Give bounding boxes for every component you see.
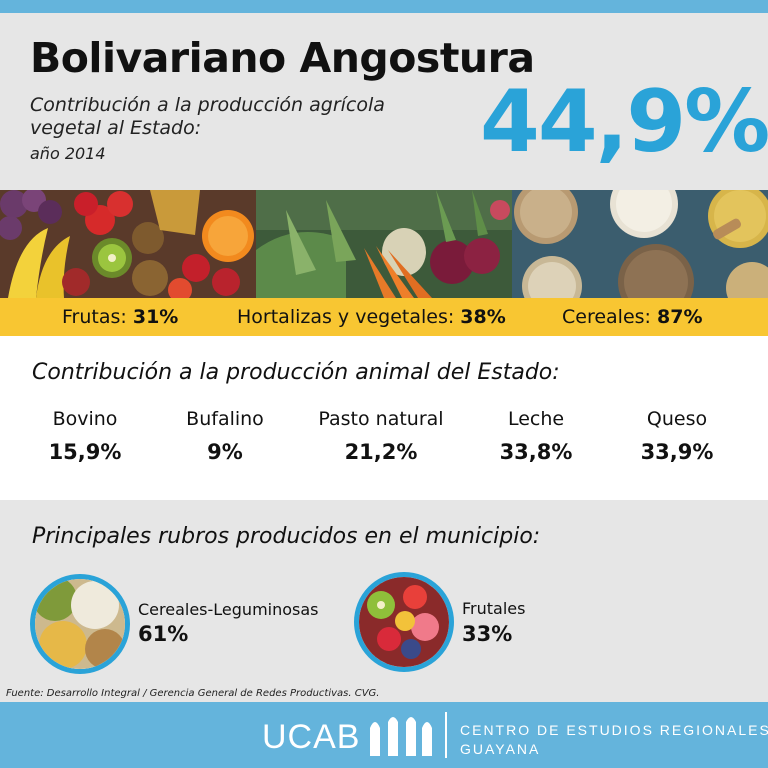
animal-stat-leche: Leche 33,8% <box>499 408 573 464</box>
ucab-logo-text: UCAB <box>262 718 361 756</box>
animal-panel <box>0 336 768 500</box>
fruits-photo <box>0 190 256 298</box>
frutas-stat: Frutas: 31% <box>62 306 179 328</box>
source-note: Fuente: Desarrollo Integral / Gerencia G… <box>6 688 380 699</box>
rubro-label-cereales: Cereales-Leguminosas <box>138 600 319 619</box>
frutales-photo <box>354 572 454 672</box>
vegetables-photo <box>256 190 512 298</box>
animal-stat-bovino: Bovino 15,9% <box>48 408 122 464</box>
year-label: año 2014 <box>30 144 106 163</box>
animal-stat-queso: Queso 33,9% <box>640 408 714 464</box>
cereales-leguminosas-photo <box>30 574 130 674</box>
animal-stat-bufalino: Bufalino 9% <box>186 408 264 464</box>
animal-heading: Contribución a la producción animal del … <box>32 360 560 385</box>
cereales-stat: Cereales: 87% <box>562 306 703 328</box>
top-bar <box>0 0 768 13</box>
total-percent: 44,9% <box>480 72 768 172</box>
cereals-photo <box>512 190 768 298</box>
center-name: CENTRO DE ESTUDIOS REGIONALES GUAYANA <box>460 721 768 759</box>
hortalizas-stat: Hortalizas y vegetales: 38% <box>237 306 506 328</box>
ucab-towers-icon <box>366 712 436 762</box>
footer-divider <box>445 712 447 758</box>
rubro-value-frutales: 33% <box>462 622 513 646</box>
center-name-line1: CENTRO DE ESTUDIOS REGIONALES <box>460 722 768 738</box>
vegetal-band <box>0 298 768 336</box>
rubro-label-frutales: Frutales <box>462 599 526 618</box>
rubro-value-cereales: 61% <box>138 622 189 646</box>
footer-bar <box>0 702 768 768</box>
center-name-line2: GUAYANA <box>460 741 541 757</box>
animal-stat-pasto: Pasto natural 21,2% <box>318 408 444 464</box>
page-title: Bolivariano Angostura <box>30 34 535 82</box>
page-subtitle: Contribución a la producción agrícola ve… <box>30 94 385 139</box>
rubros-heading: Principales rubros producidos en el muni… <box>32 524 541 549</box>
